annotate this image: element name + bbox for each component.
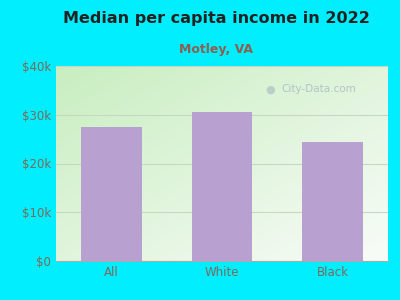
- Text: City-Data.com: City-Data.com: [282, 84, 356, 94]
- Text: Motley, VA: Motley, VA: [179, 44, 253, 56]
- Text: Median per capita income in 2022: Median per capita income in 2022: [62, 11, 370, 26]
- Bar: [81, 127, 142, 261]
- Text: ●: ●: [265, 84, 275, 94]
- Bar: [302, 142, 363, 261]
- Bar: [192, 112, 252, 261]
